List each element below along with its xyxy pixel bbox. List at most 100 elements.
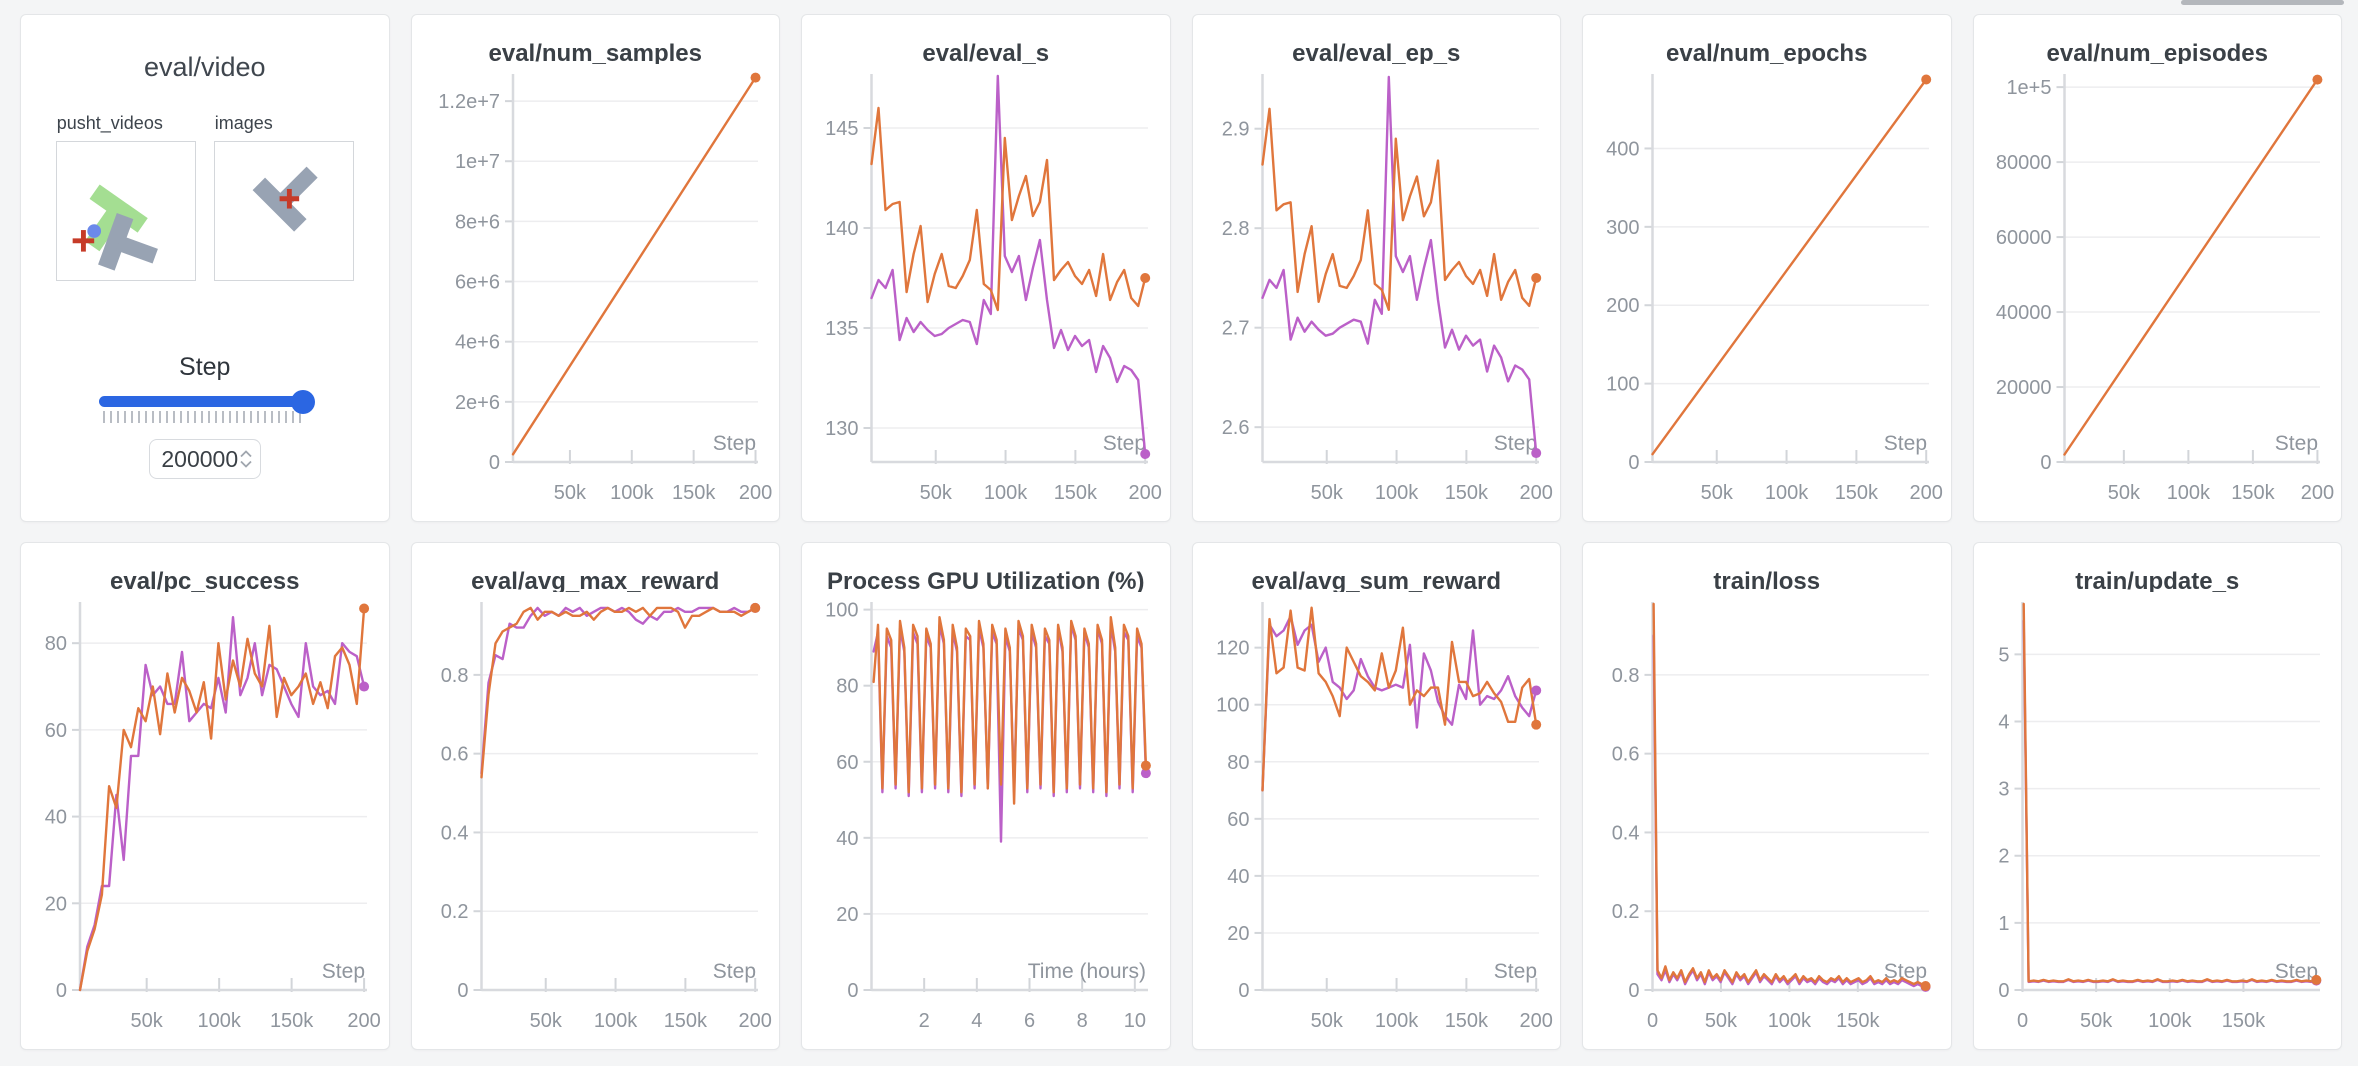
svg-text:50k: 50k <box>1310 1010 1343 1032</box>
svg-text:Step: Step <box>322 960 365 983</box>
svg-text:60: 60 <box>45 720 67 742</box>
svg-text:100: 100 <box>1606 374 1639 396</box>
svg-text:2.6: 2.6 <box>1221 417 1249 439</box>
goal-cross-icon <box>72 230 94 252</box>
svg-text:0: 0 <box>1238 980 1249 1002</box>
step-slider-handle[interactable] <box>290 389 315 414</box>
svg-text:0: 0 <box>488 452 499 474</box>
svg-text:200: 200 <box>1519 482 1552 504</box>
svg-text:50k: 50k <box>553 482 586 504</box>
step-value: 200000 <box>161 445 239 472</box>
svg-text:200: 200 <box>1519 1010 1552 1032</box>
chart-canvas[interactable]: 0 0.2 0.4 0.6 0.8 50k 100k 150k 200 Step <box>414 592 774 1043</box>
chart-title: eval/avg_sum_reward <box>1251 568 1501 592</box>
svg-text:100k: 100k <box>2166 482 2210 504</box>
chart-title: eval/eval_s <box>922 40 1050 64</box>
chart-canvas[interactable]: 0 0.2 0.4 0.6 0.8 0 50k 100k 150k Step <box>1585 592 1945 1043</box>
svg-text:4: 4 <box>1998 711 2009 733</box>
svg-text:50k: 50k <box>2080 1010 2113 1032</box>
svg-text:80000: 80000 <box>1995 152 2051 174</box>
svg-text:150k: 150k <box>671 482 715 504</box>
svg-text:0.8: 0.8 <box>1612 665 1640 687</box>
svg-text:0: 0 <box>1628 980 1639 1002</box>
svg-text:1: 1 <box>1998 913 2009 935</box>
panel-eval-video: eval/video pusht_videos <box>20 14 390 522</box>
chart-canvas[interactable]: 130 135 140 145 50k 100k 150k 200 Step <box>804 64 1164 515</box>
chart-panel-6: eval/avg_max_reward 0 0.2 0.4 0.6 0.8 50k 100k… <box>410 542 780 1050</box>
svg-text:Step: Step <box>1493 432 1536 455</box>
svg-text:0.2: 0.2 <box>440 901 468 923</box>
svg-text:0: 0 <box>56 980 67 1002</box>
svg-text:50k: 50k <box>1310 482 1343 504</box>
svg-text:80: 80 <box>836 676 858 698</box>
chart-canvas[interactable]: 0 100 200 300 400 50k 100k 150k 200 Step <box>1585 64 1945 515</box>
chart-title: Process GPU Utilization (%) <box>827 568 1145 592</box>
svg-text:50k: 50k <box>2107 482 2140 504</box>
svg-text:Time (hours): Time (hours) <box>1028 960 1146 983</box>
svg-text:8: 8 <box>1077 1010 1088 1032</box>
svg-text:20: 20 <box>1227 923 1249 945</box>
svg-text:60: 60 <box>836 752 858 774</box>
svg-text:150k: 150k <box>2221 1010 2265 1032</box>
svg-text:40000: 40000 <box>1995 302 2051 324</box>
svg-text:150k: 150k <box>1444 1010 1488 1032</box>
horizontal-scrollbar[interactable] <box>2181 0 2344 5</box>
chart-title: eval/avg_max_reward <box>471 568 720 592</box>
svg-text:100k: 100k <box>1768 1010 1812 1032</box>
step-slider[interactable] <box>98 389 315 423</box>
svg-text:6e+6: 6e+6 <box>454 272 499 294</box>
chart-panel-2: eval/eval_ep_s 2.6 2.7 2.8 2.9 50k 100k 150k 20… <box>1191 14 1561 522</box>
svg-text:20: 20 <box>45 893 67 915</box>
svg-text:2: 2 <box>919 1010 930 1032</box>
svg-text:40: 40 <box>1227 866 1249 888</box>
svg-text:100k: 100k <box>984 482 1028 504</box>
svg-text:100k: 100k <box>610 482 654 504</box>
chart-canvas[interactable]: 2.6 2.7 2.8 2.9 50k 100k 150k 200 Step <box>1195 64 1555 515</box>
chart-canvas[interactable]: 0 20000 40000 60000 80000 1e+5 50k 100k 150k 200 S… <box>1976 64 2336 515</box>
svg-text:0.4: 0.4 <box>1612 822 1640 844</box>
svg-text:3: 3 <box>1998 779 2009 801</box>
chevron-down-icon[interactable] <box>240 460 252 468</box>
svg-text:20: 20 <box>836 904 858 926</box>
chart-canvas[interactable]: 0 1 2 3 4 5 0 50k 100k 150k Step <box>1976 592 2336 1043</box>
svg-text:0.6: 0.6 <box>1612 744 1640 766</box>
svg-text:140: 140 <box>825 218 858 240</box>
green-t-shape <box>84 184 148 252</box>
svg-text:0: 0 <box>1647 1010 1658 1032</box>
chart-canvas[interactable]: 0 20 40 60 80 100 2 4 6 8 10 Time (hours) <box>804 592 1164 1043</box>
svg-text:200: 200 <box>347 1010 380 1032</box>
step-slider-track[interactable] <box>98 389 315 414</box>
svg-text:50k: 50k <box>1701 482 1734 504</box>
pusht-video-thumbnail[interactable] <box>55 141 196 281</box>
svg-text:Step: Step <box>712 960 755 983</box>
svg-text:0: 0 <box>457 980 468 1002</box>
chevron-up-icon[interactable] <box>240 450 252 458</box>
svg-text:0.2: 0.2 <box>1612 901 1640 923</box>
svg-text:2e+6: 2e+6 <box>454 392 499 414</box>
chart-panel-7: Process GPU Utilization (%) 0 20 40 60 80 100… <box>801 542 1171 1050</box>
svg-text:150k: 150k <box>1444 482 1488 504</box>
svg-text:4: 4 <box>971 1010 982 1032</box>
svg-text:60000: 60000 <box>1995 227 2051 249</box>
svg-text:0: 0 <box>2040 452 2051 474</box>
chart-canvas[interactable]: 0 20 40 60 80 100 120 50k 100k 150k 200 Step <box>1195 592 1555 1043</box>
goal-cross-icon <box>279 188 299 209</box>
svg-text:100k: 100k <box>593 1010 637 1032</box>
svg-text:100k: 100k <box>2148 1010 2192 1032</box>
svg-text:60: 60 <box>1227 809 1249 831</box>
svg-text:20000: 20000 <box>1995 377 2051 399</box>
svg-text:120: 120 <box>1216 638 1249 660</box>
stepper-arrows[interactable] <box>240 450 252 468</box>
chart-panel-8: eval/avg_sum_reward 0 20 40 60 80 100 120 50k 10… <box>1191 542 1561 1050</box>
svg-text:200: 200 <box>1606 295 1639 317</box>
images-frame <box>252 166 318 232</box>
chart-canvas[interactable]: 0 20 40 60 80 50k 100k 150k 200 Step <box>23 592 383 1043</box>
svg-text:150k: 150k <box>1835 482 1879 504</box>
svg-text:40: 40 <box>836 828 858 850</box>
chart-canvas[interactable]: 0 2e+6 4e+6 6e+6 8e+6 1e+7 1.2e+7 50k 100k 150k 20… <box>414 64 774 515</box>
media-label-pusht-videos: pusht_videos <box>56 113 163 133</box>
svg-text:135: 135 <box>825 318 858 340</box>
images-thumbnail[interactable] <box>213 141 354 281</box>
step-input[interactable]: 200000 <box>148 439 261 479</box>
svg-text:Step: Step <box>712 432 755 455</box>
